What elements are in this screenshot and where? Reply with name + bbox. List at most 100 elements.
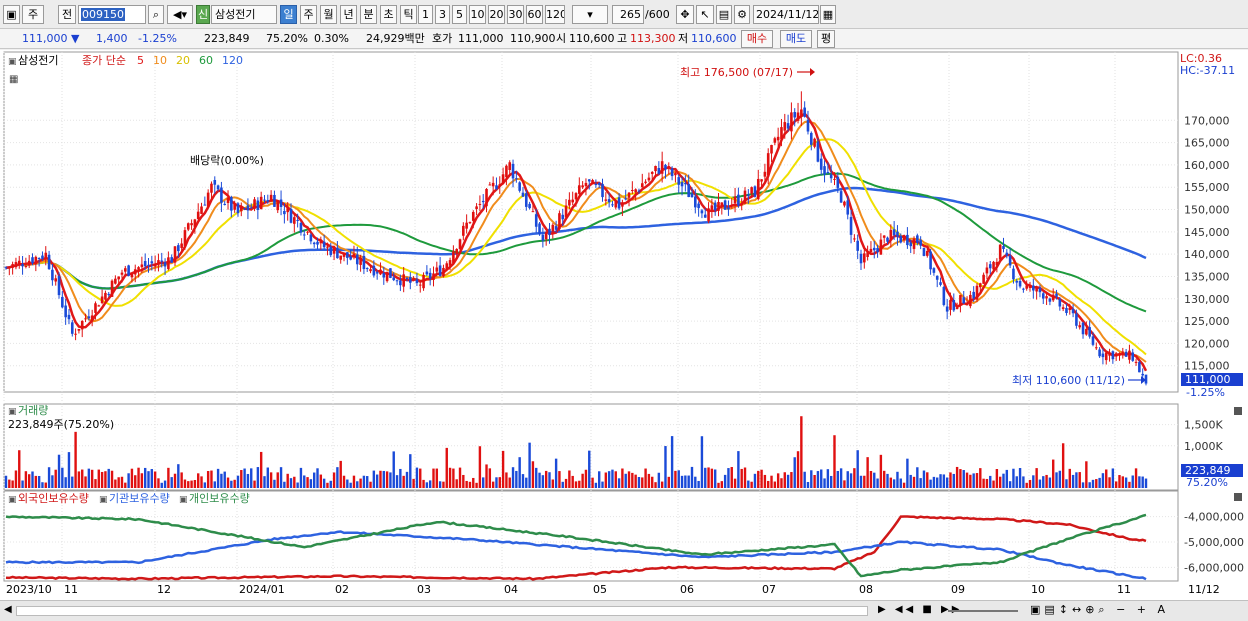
interval-button[interactable]: 30 (507, 5, 524, 24)
x-axis-label: 07 (762, 583, 776, 596)
period-button[interactable]: 일 (280, 5, 297, 24)
interval-button[interactable]: 60 (526, 5, 543, 24)
chart-area[interactable]: 170,000 165,000 160,000 155,000 150,000 145,0… (0, 50, 1248, 601)
candle-body (783, 122, 787, 131)
scroll-left-icon[interactable]: ◀ (4, 604, 12, 615)
volume-bar (886, 473, 889, 488)
calendar-icon[interactable]: ▦ (820, 5, 836, 24)
prev-button[interactable]: 전 (58, 5, 76, 24)
gear-icon[interactable]: ⚙ (734, 5, 750, 24)
interval-button[interactable]: 3 (435, 5, 450, 24)
volume-bar (571, 475, 574, 488)
candle-body (959, 295, 962, 306)
volume-bar (515, 470, 518, 488)
interval-button[interactable]: 5 (452, 5, 467, 24)
volume-bar (375, 474, 379, 488)
period-button[interactable]: 주 (300, 5, 317, 24)
candle-body (700, 210, 704, 214)
volume-bar (137, 467, 140, 488)
ma-line-20 (5, 138, 1147, 356)
candle-body (107, 293, 111, 295)
volume-bar (157, 478, 160, 488)
candle-body (823, 166, 826, 175)
zoom-slider[interactable] (948, 610, 1018, 612)
volume-bar (803, 471, 806, 488)
holding-close-icon[interactable] (1234, 493, 1242, 501)
volume-bar (767, 480, 770, 488)
volume-bar (975, 473, 979, 488)
volume-bar (44, 482, 47, 488)
eval-button[interactable]: 평 (817, 30, 835, 48)
candle-body (1134, 361, 1138, 363)
x-axis-label: 05 (593, 583, 607, 596)
period-button[interactable]: 초 (380, 5, 397, 24)
interval-button[interactable]: 120 (545, 5, 565, 24)
volume-bar (939, 474, 942, 488)
volume-bar (1098, 477, 1101, 488)
candle-body (1032, 285, 1035, 291)
count-input[interactable]: 265 (612, 5, 644, 24)
volume-bar (478, 446, 482, 488)
period-button[interactable]: 월 (320, 5, 337, 24)
market-select[interactable]: 주 (22, 5, 44, 24)
candle-body (965, 303, 969, 306)
period-button[interactable]: 년 (340, 5, 357, 24)
hc-label: HC:-37.11 (1180, 64, 1235, 77)
interval-button[interactable]: 1 (418, 5, 433, 24)
scroll-bar[interactable]: ◀ ▶ ◀◀ ■ ▶▶ ▣▤↕↔⊕⌕ − + A (0, 600, 1248, 621)
interval-button[interactable]: 10 (469, 5, 486, 24)
interval-dropdown[interactable]: ▾ (572, 5, 608, 24)
holding-series-icon: ▣ (179, 495, 188, 505)
candle-body (998, 244, 1002, 260)
period-button[interactable]: 틱 (400, 5, 417, 24)
buy-button[interactable]: 매수 (741, 30, 773, 48)
candle-body (21, 264, 24, 267)
volume-bar (1081, 482, 1085, 488)
date-input[interactable]: 2024/11/12 (753, 5, 819, 24)
volume-close-icon[interactable] (1234, 407, 1242, 415)
code-input[interactable]: 009150 (78, 5, 146, 24)
candle-body (740, 203, 743, 206)
volume-bar (611, 469, 614, 488)
candle-body (800, 109, 803, 118)
save-icon[interactable]: ▤ (716, 5, 732, 24)
stock-name[interactable]: 삼성전기 (211, 5, 277, 24)
candle-body (153, 263, 157, 267)
scroll-track[interactable] (16, 606, 868, 616)
volume-bar (617, 478, 621, 488)
volume-bar (760, 469, 763, 488)
volume-bar (1015, 476, 1018, 488)
x-axis-label: 08 (859, 583, 873, 596)
volume-bar (203, 482, 207, 488)
candle-body (790, 112, 793, 132)
candle-body (872, 247, 876, 251)
window-icon[interactable]: ▣ (3, 5, 20, 24)
candle-body (306, 231, 309, 233)
volume-bar (942, 474, 946, 488)
volume-bar (226, 477, 230, 488)
candle-body (163, 262, 167, 267)
candle-body (64, 305, 67, 318)
tool-icons[interactable]: ▣▤↕↔⊕⌕ − + A (1030, 603, 1170, 616)
chart-svg[interactable]: 170,000 165,000 160,000 155,000 150,000 145,0… (0, 50, 1248, 601)
candle-body (952, 299, 956, 311)
candle-body (713, 202, 717, 211)
volume-bar (667, 476, 670, 488)
interval-button[interactable]: 20 (488, 5, 505, 24)
sell-button[interactable]: 매도 (780, 30, 812, 48)
volume-bar (588, 450, 591, 488)
volume-bar (621, 468, 624, 488)
volume-bar (892, 479, 896, 488)
period-button[interactable]: 분 (360, 5, 377, 24)
candle-body (1015, 280, 1019, 283)
cursor-icon[interactable]: ↖ (696, 5, 714, 24)
candle-body (995, 261, 999, 266)
volume-bar (491, 481, 495, 488)
playback-icons[interactable]: ▶ ◀◀ ■ ▶▶ (878, 604, 963, 615)
speaker-icon[interactable]: ◀▾ (167, 5, 193, 24)
volume-bar (720, 481, 724, 488)
crosshair-icon[interactable]: ✥ (676, 5, 694, 24)
individual-holding-line (5, 513, 1147, 578)
candle-body (1028, 284, 1032, 289)
search-icon[interactable]: ⌕ (148, 5, 164, 24)
